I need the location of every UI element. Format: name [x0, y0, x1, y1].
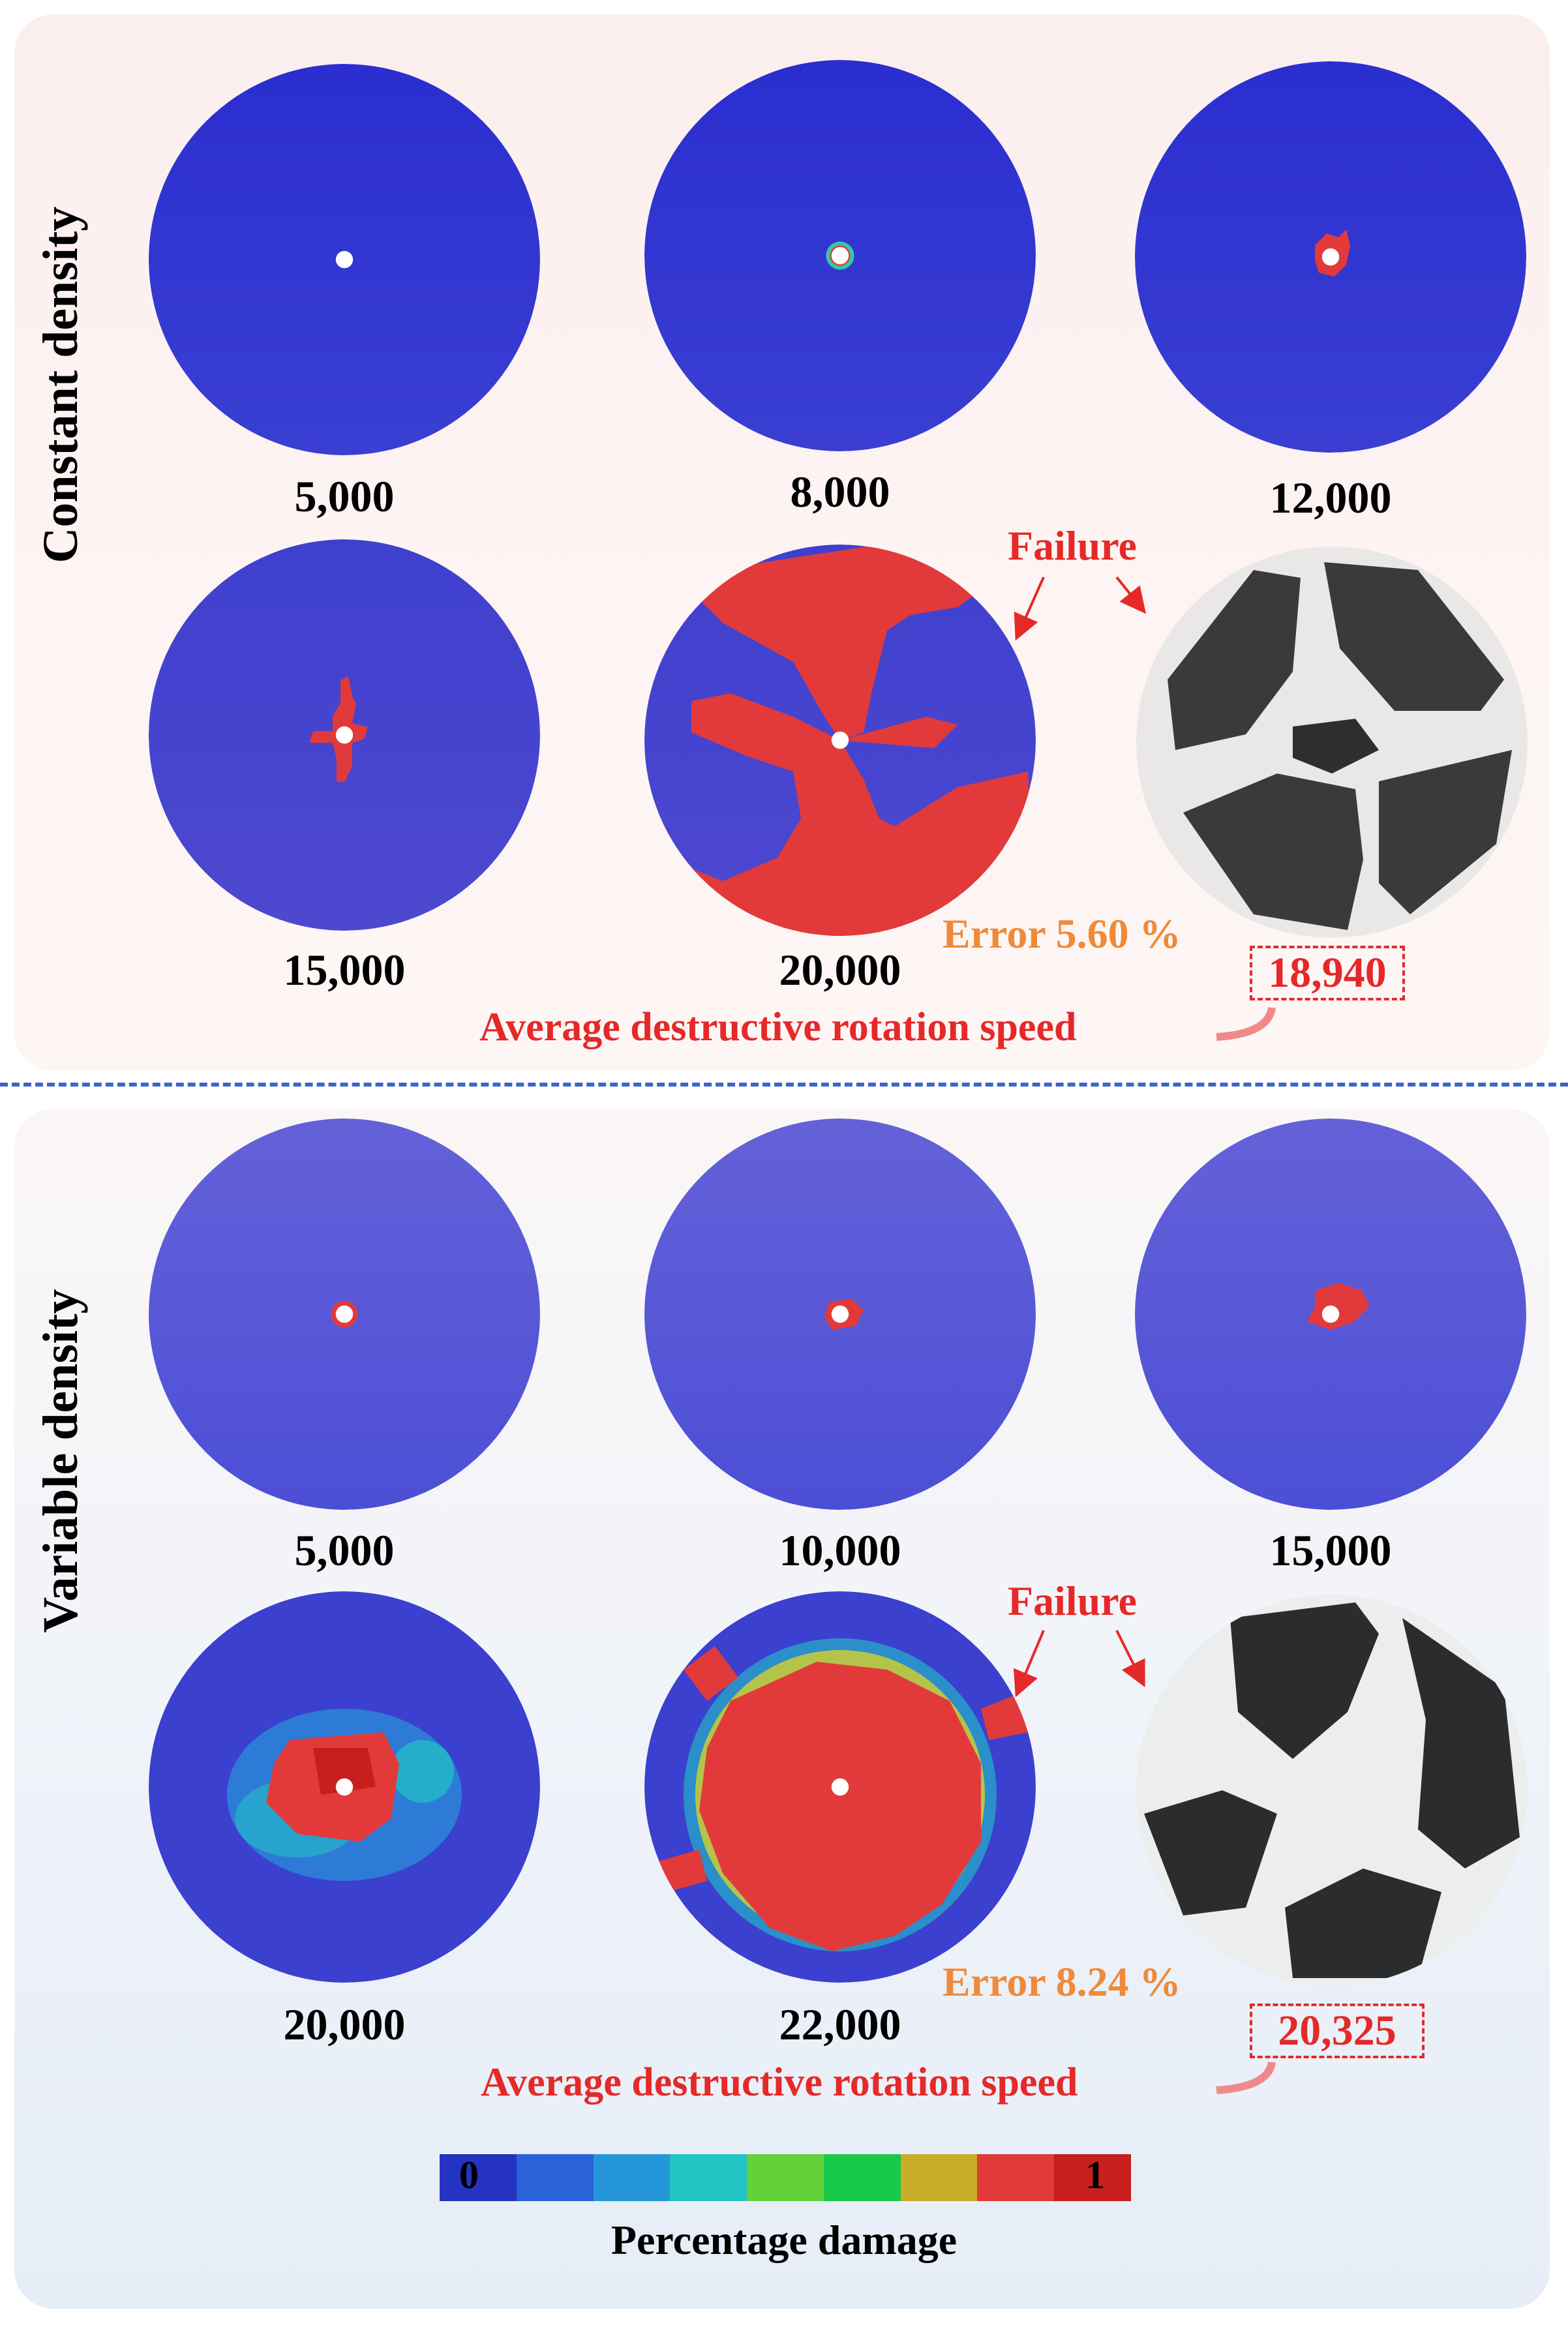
constant-density-title: Constant density: [33, 206, 88, 563]
colorbar-title: Percentage damage: [611, 2217, 957, 2263]
colorbar-segment: [747, 2154, 824, 2201]
disc-variable-5000: [149, 1118, 540, 1510]
disc-constant-8000: [644, 60, 1036, 451]
colorbar-segment: [900, 2154, 978, 2201]
speed-label: 8,000: [790, 467, 890, 517]
colorbar-segment: [516, 2154, 594, 2201]
variable-density-title: Variable density: [33, 1289, 88, 1633]
speed-label: 20,000: [283, 2000, 406, 2049]
speed-label: 20,000: [779, 945, 901, 995]
error-label: Error 8.24 %: [942, 1959, 1181, 2005]
colorbar-min-label: 0: [459, 2154, 479, 2197]
colorbar-segment: [670, 2154, 747, 2201]
disc-constant-5000: [149, 64, 540, 455]
colorbar-segment: [1054, 2154, 1132, 2201]
colorbar-max-label: 1: [1085, 2154, 1105, 2197]
section-divider: [0, 1083, 1568, 1087]
colorbar-segment: [977, 2154, 1055, 2201]
error-label: Error 5.60 %: [942, 910, 1181, 957]
disc-constant-20000: [644, 545, 1036, 936]
speed-label: 5,000: [294, 472, 395, 521]
disc-variable-20000: [149, 1591, 540, 1983]
average-speed-label: Average destructive rotation speed: [479, 1005, 1077, 1049]
disc-constant-12000: [1135, 61, 1526, 453]
speed-label: 10,000: [779, 1525, 901, 1575]
speed-label: 12,000: [1269, 473, 1392, 522]
speed-label: 22,000: [779, 2000, 901, 2049]
failure-label: Failure: [1008, 1578, 1137, 1624]
speed-label: 5,000: [294, 1525, 395, 1575]
average-speed-box: 20,325: [1250, 2004, 1425, 2058]
speed-label: 15,000: [283, 945, 406, 995]
failed-disc-photo-variable: [1136, 1595, 1528, 1986]
disc-variable-22000: [644, 1591, 1036, 1983]
colorbar-segment: [823, 2154, 901, 2201]
disc-constant-15000: [149, 539, 540, 931]
failed-disc-photo-constant: [1136, 547, 1528, 938]
speed-label: 15,000: [1269, 1525, 1392, 1575]
disc-variable-10000: [644, 1118, 1036, 1510]
disc-variable-15000: [1135, 1118, 1526, 1510]
colorbar-segment: [440, 2154, 517, 2201]
failure-label: Failure: [1008, 522, 1137, 569]
average-speed-label: Average destructive rotation speed: [481, 2060, 1078, 2105]
colorbar-segment: [593, 2154, 671, 2201]
average-speed-box: 18,940: [1250, 946, 1405, 1000]
colorbar: 0 1: [440, 2154, 1132, 2201]
